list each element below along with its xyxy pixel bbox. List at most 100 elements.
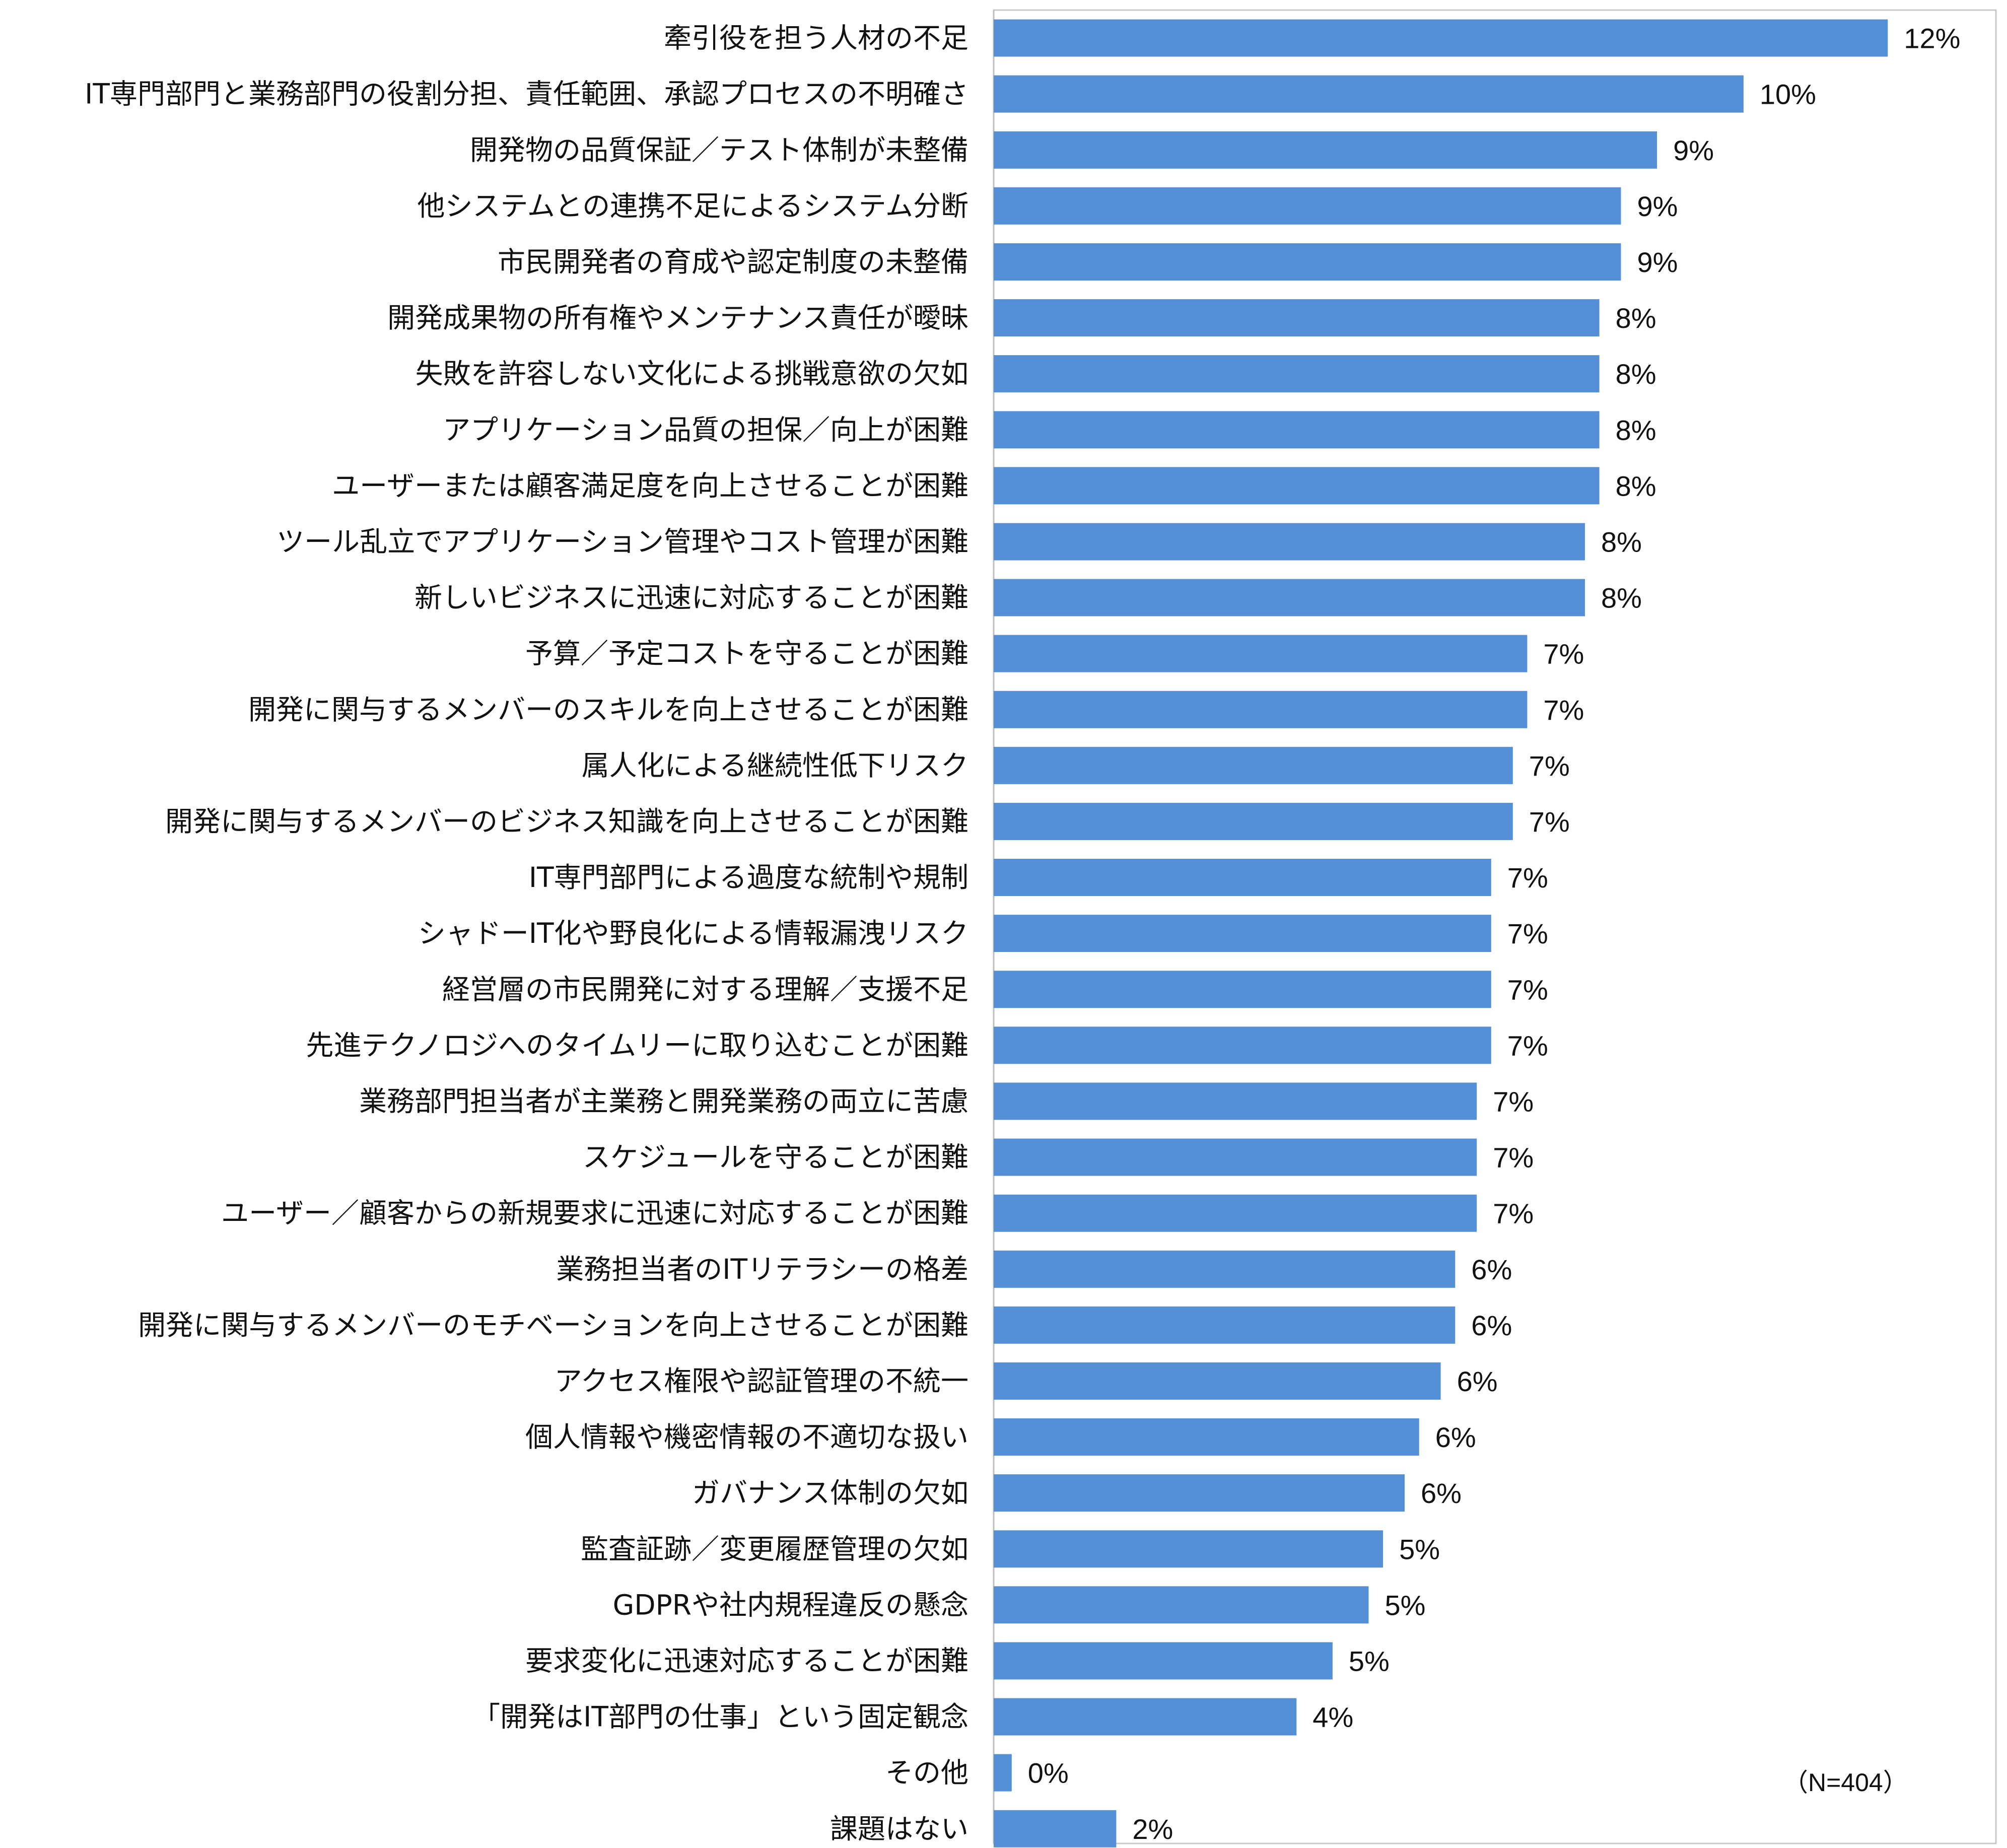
value-label: 6% — [1471, 1310, 1512, 1341]
bar — [994, 131, 1657, 169]
value-label: 8% — [1601, 526, 1642, 558]
category-label: 属人化による継続性低下リスク — [582, 749, 968, 782]
value-label: 8% — [1616, 470, 1656, 502]
category-label: GDPRや社内規程違反の懸念 — [613, 1589, 968, 1621]
category-label: ユーザーまたは顧客満足度を向上させることが困難 — [332, 469, 968, 502]
category-label: アクセス権限や認証管理の不統一 — [555, 1365, 968, 1397]
bar — [994, 467, 1600, 505]
value-label: 5% — [1385, 1589, 1426, 1621]
value-label: 7% — [1529, 806, 1570, 838]
category-label: 業務担当者のITリテラシーの格差 — [556, 1253, 968, 1285]
bar — [994, 411, 1600, 449]
value-label: 7% — [1493, 1085, 1534, 1117]
sample-size-note: （N=404） — [1783, 1768, 1908, 1797]
value-label: 6% — [1457, 1365, 1498, 1397]
category-label: ガバナンス体制の欠如 — [692, 1477, 968, 1509]
value-label: 7% — [1507, 1030, 1548, 1061]
value-label: 5% — [1399, 1533, 1440, 1565]
bar — [994, 1530, 1383, 1568]
category-label: ツール乱立でアプリケーション管理やコスト管理が困難 — [276, 526, 968, 558]
category-labels: 牽引役を担う人材の不足 IT専門部門と業務部門の役割分担、責任範囲、承認プロセスの… — [85, 22, 968, 1845]
value-label: 7% — [1543, 638, 1584, 670]
bar — [994, 746, 1513, 784]
bar — [994, 971, 1491, 1008]
value-label: 8% — [1616, 358, 1656, 390]
category-label: ユーザー／顧客からの新規要求に迅速に対応することが困難 — [221, 1197, 968, 1229]
category-label: 監査証跡／変更履歴管理の欠如 — [581, 1533, 968, 1565]
value-label: 8% — [1601, 582, 1642, 614]
value-label: 7% — [1507, 862, 1548, 894]
category-label: 他システムとの連携不足によるシステム分断 — [417, 190, 968, 222]
value-label: 6% — [1471, 1254, 1512, 1285]
category-label: 「開発はIT部門の仕事」という固定観念 — [472, 1701, 968, 1733]
bar — [994, 1754, 1012, 1792]
category-label: 失敗を許容しない文化による挑戦意欲の欠如 — [416, 358, 968, 390]
category-label: 牽引役を担う人材の不足 — [664, 22, 968, 54]
category-label: IT専門部門と業務部門の役割分担、責任範囲、承認プロセスの不明確さ — [85, 78, 968, 110]
value-label: 9% — [1637, 246, 1678, 278]
value-labels: 12% 10% 9% 9% 9% 8% 8% 8% 8% 8% 8% 7% 7% 7% 7% 7% 7% 7% 7%… — [1028, 23, 1961, 1845]
category-label: 先進テクノロジへのタイムリーに取り込むことが困難 — [306, 1029, 968, 1061]
value-label: 12% — [1904, 23, 1960, 54]
category-label: 要求変化に迅速対応することが困難 — [525, 1645, 968, 1677]
bar — [994, 635, 1528, 672]
value-label: 7% — [1529, 750, 1570, 782]
bar — [994, 1810, 1117, 1847]
category-label: 個人情報や機密情報の不適切な扱い — [525, 1421, 968, 1453]
category-label: 開発に関与するメンバーのビジネス知識を向上させることが困難 — [165, 805, 968, 838]
value-label: 9% — [1637, 190, 1678, 222]
bar — [994, 691, 1528, 728]
bar — [994, 915, 1491, 952]
value-label: 6% — [1435, 1421, 1476, 1453]
bar — [994, 579, 1585, 617]
bar — [994, 243, 1621, 281]
value-label: 4% — [1312, 1701, 1353, 1733]
bar — [994, 1474, 1405, 1512]
value-label: 7% — [1493, 1142, 1534, 1174]
bar — [994, 523, 1585, 561]
bar — [994, 1026, 1491, 1064]
bar — [994, 1306, 1456, 1344]
value-label: 0% — [1028, 1757, 1069, 1789]
value-label: 10% — [1760, 79, 1816, 110]
bar — [994, 1194, 1477, 1232]
bar — [994, 1698, 1297, 1736]
value-label: 9% — [1673, 134, 1714, 166]
bar — [994, 187, 1621, 225]
category-label: 課題はない — [830, 1813, 968, 1845]
bar — [994, 19, 1888, 57]
category-label: 開発成果物の所有権やメンテナンス責任が曖昧 — [387, 302, 968, 334]
category-label: シャドーIT化や野良化による情報漏洩リスク — [418, 917, 968, 949]
bar — [994, 75, 1744, 113]
category-label: 開発に関与するメンバーのスキルを向上させることが困難 — [248, 694, 968, 726]
bar — [994, 299, 1600, 336]
category-label: IT専門部門による過度な統制や規制 — [529, 861, 968, 894]
bar — [994, 859, 1491, 896]
category-label: その他 — [885, 1757, 968, 1789]
category-label: 開発に関与するメンバーのモチベーションを向上させることが困難 — [138, 1309, 968, 1341]
value-label: 5% — [1349, 1645, 1390, 1677]
value-label: 7% — [1543, 694, 1584, 726]
bar — [994, 1138, 1477, 1176]
bars-group — [994, 19, 1888, 1847]
bar — [994, 1362, 1441, 1400]
bar — [994, 1082, 1477, 1120]
value-label: 7% — [1493, 1198, 1534, 1229]
bar — [994, 355, 1600, 393]
category-label: 市民開発者の育成や認定制度の未整備 — [498, 246, 968, 278]
category-label: 新しいビジネスに迅速に対応することが困難 — [414, 582, 968, 614]
value-label: 8% — [1616, 302, 1656, 334]
category-label: 予算／予定コストを守ることが困難 — [525, 638, 968, 670]
value-label: 2% — [1132, 1813, 1173, 1845]
bar — [994, 1586, 1369, 1624]
value-label: 8% — [1616, 414, 1656, 446]
bar — [994, 1418, 1419, 1456]
category-label: 経営層の市民開発に対する理解／支援不足 — [442, 973, 968, 1005]
value-label: 7% — [1507, 974, 1548, 1005]
category-label: アプリケーション品質の担保／向上が困難 — [443, 414, 968, 446]
category-label: 開発物の品質保証／テスト体制が未整備 — [470, 134, 968, 166]
bar — [994, 1250, 1456, 1288]
bar — [994, 1642, 1333, 1680]
value-label: 7% — [1507, 918, 1548, 949]
